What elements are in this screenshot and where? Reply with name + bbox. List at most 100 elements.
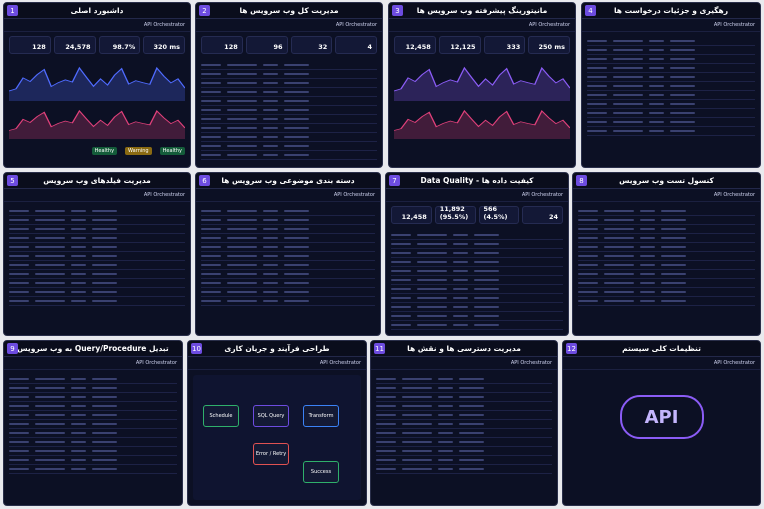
table-row: [9, 270, 185, 279]
cell: [402, 423, 432, 425]
cell: [227, 91, 257, 93]
cell: [459, 396, 484, 398]
cell: [670, 76, 695, 78]
cell: [474, 324, 499, 326]
table-row: [201, 216, 375, 225]
panel-number: 6: [199, 175, 210, 186]
cell: [35, 468, 65, 470]
cell: [284, 264, 309, 266]
app-bar: API Orchestrator: [573, 189, 760, 202]
cell: [284, 300, 309, 302]
cell: [376, 414, 396, 416]
cell: [92, 432, 117, 434]
panel-header: 12 تنظیمات کلی سیستم: [563, 341, 760, 357]
stat-value: 96: [245, 36, 288, 54]
cell: [438, 441, 453, 443]
cell: [227, 118, 257, 120]
table-row: [9, 411, 177, 420]
cell: [92, 210, 117, 212]
cell: [640, 228, 655, 230]
panel-number: 8: [576, 175, 587, 186]
cell: [578, 282, 598, 284]
cell: [417, 288, 447, 290]
cell: [35, 405, 65, 407]
table-row: [9, 252, 185, 261]
cell: [670, 112, 695, 114]
table-row: [587, 46, 755, 55]
cell: [438, 423, 453, 425]
cell: [438, 432, 453, 434]
cell: [670, 58, 695, 60]
cell: [438, 414, 453, 416]
cell: [459, 387, 484, 389]
table-row: [376, 420, 552, 429]
table-row: [578, 252, 755, 261]
cell: [459, 414, 484, 416]
cell: [640, 273, 655, 275]
cell: [402, 459, 432, 461]
table-row: [587, 37, 755, 46]
panel: 4 رهگیری و جزئیات درخواست ها API Orchestra…: [581, 2, 761, 168]
cell: [9, 378, 29, 380]
cell: [417, 306, 447, 308]
cell: [201, 246, 221, 248]
chart-decoration: [8, 66, 186, 101]
stat-value: 11,892 (95.5%): [434, 205, 476, 224]
cell: [71, 396, 86, 398]
cell: [640, 300, 655, 302]
cell: [459, 423, 484, 425]
cell: [201, 127, 221, 129]
cell: [284, 127, 309, 129]
stat-value: 12,125: [438, 36, 481, 54]
cell: [402, 396, 432, 398]
cell: [284, 154, 309, 156]
cell: [661, 246, 686, 248]
panel-header: 3 مانیتورینگ پیشرفته وب سرویس ها: [389, 3, 575, 19]
cell: [578, 228, 598, 230]
cell: [604, 264, 634, 266]
panel: 1 داشبورد اصلی API Orchestrator 128 24,578 98…: [3, 2, 191, 168]
cell: [35, 414, 65, 416]
table-row: [201, 207, 375, 216]
table-row: [376, 411, 552, 420]
cell: [71, 450, 86, 452]
stats: 12,458 12,125 333 250 ms: [389, 32, 575, 58]
cell: [453, 243, 468, 245]
cell: [227, 100, 257, 102]
cell: [640, 237, 655, 239]
panel-title: مانیتورینگ پیشرفته وب سرویس ها: [416, 6, 548, 15]
table-row: [391, 276, 563, 285]
cell: [71, 291, 86, 293]
cell: [9, 237, 29, 239]
table-row: [201, 279, 375, 288]
cell: [201, 154, 221, 156]
panel-title: کنسول تست وب سرویس: [619, 176, 714, 185]
cell: [587, 103, 607, 105]
cell: [35, 228, 65, 230]
content: [578, 207, 755, 330]
cell: [9, 468, 29, 470]
cell: [263, 273, 278, 275]
table-row: [391, 249, 563, 258]
cell: [284, 291, 309, 293]
cell: [35, 219, 65, 221]
table-row: [587, 127, 755, 136]
cell: [613, 49, 643, 51]
cell: [227, 210, 257, 212]
cell: [35, 282, 65, 284]
cell: [649, 67, 664, 69]
table-row: [391, 294, 563, 303]
cell: [613, 94, 643, 96]
cell: [201, 145, 221, 147]
cell: [35, 300, 65, 302]
cell: [263, 300, 278, 302]
flow-node: SQL Query: [253, 405, 289, 427]
stat-value: 24,578: [53, 36, 96, 54]
cell: [376, 387, 396, 389]
cell: [9, 450, 29, 452]
table-row: [201, 106, 377, 115]
table-row: [201, 115, 377, 124]
cell: [92, 414, 117, 416]
cell: [613, 40, 643, 42]
cell: [71, 282, 86, 284]
